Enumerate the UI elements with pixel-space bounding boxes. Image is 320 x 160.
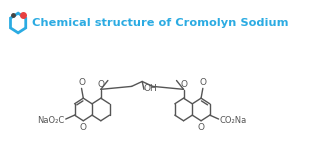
Text: O: O [199, 78, 206, 87]
Text: CO₂Na: CO₂Na [220, 116, 247, 124]
Text: O: O [78, 78, 85, 87]
Text: OH: OH [144, 84, 158, 93]
Text: NaO₂C: NaO₂C [38, 116, 65, 124]
Text: O: O [80, 123, 87, 132]
Text: O: O [197, 123, 204, 132]
Text: O: O [180, 80, 187, 89]
Text: O: O [97, 80, 104, 89]
Text: Chemical structure of Cromolyn Sodium: Chemical structure of Cromolyn Sodium [32, 18, 289, 28]
